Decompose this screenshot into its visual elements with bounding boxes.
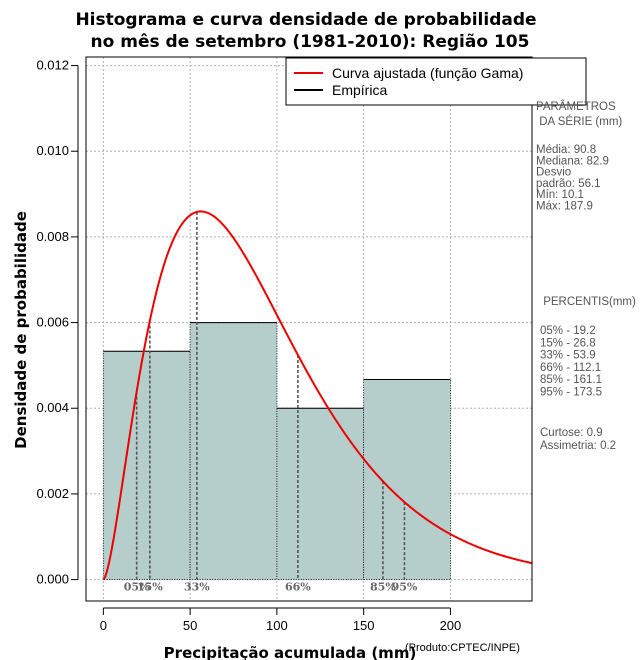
percentile-label-3: 66%	[285, 581, 311, 594]
percentile-label-5: 95%	[392, 581, 418, 594]
legend-label-empirical: Empírica	[332, 82, 387, 98]
y-axis-label: Densidade de probabilidade	[12, 211, 30, 449]
y-axis: 0.000 0.002 0.004 0.006 0.008 0.010 0.012	[36, 58, 79, 587]
legend: Curva ajustada (função Gama) Empírica	[285, 57, 587, 106]
percentil-line-4: 85% - 161.1	[540, 374, 602, 386]
percentile-markers: 05%15% 33% 66% 85%95%	[124, 211, 418, 594]
percentil-line-5: 95% - 173.5	[540, 387, 602, 399]
product-credit: (Produto:CPTEC/INPE)	[405, 642, 520, 654]
plot-frame	[85, 56, 533, 602]
x-tick-label-3: 150	[353, 618, 375, 633]
gamma-fit-curve	[102, 210, 533, 581]
legend-box	[285, 57, 587, 106]
y-tick-label-3: 0.006	[36, 315, 69, 330]
percentil-line-2: 33% - 53.9	[540, 350, 596, 362]
param-line-1: Mediana: 82.9	[536, 155, 609, 167]
title-line-1: Histograma e curva densidade de probabil…	[75, 10, 536, 30]
y-tick-label-1: 0.002	[36, 486, 69, 501]
legend-label-curve: Curva ajustada (função Gama)	[332, 65, 523, 81]
title-line-2: no mês de setembro (1981-2010): Região 1…	[91, 32, 530, 52]
x-tick-label-0: 0	[100, 618, 107, 633]
y-tick-label-0: 0.000	[36, 572, 69, 587]
param-line-4: Mín: 10.1	[536, 189, 584, 201]
y-tick-label-4: 0.008	[36, 229, 69, 244]
params-title-2: DA SÉRIE (mm)	[536, 115, 622, 128]
histogram-bar-1	[189, 322, 278, 580]
percentil-line-3: 66% - 112.1	[540, 362, 601, 374]
y-tick-label-5: 0.010	[36, 143, 69, 158]
percentile-label-2: 33%	[184, 581, 210, 594]
params-title-1: PARÂMETROS	[536, 100, 616, 113]
shape-line-0: Curtose: 0.9	[540, 427, 603, 439]
percentis-title: PERCENTIS(mm)	[540, 296, 636, 308]
gamma-curve-layer	[102, 210, 533, 581]
shape-line-1: Assimetria: 0.2	[540, 440, 616, 452]
x-axis-label: Precipitação acumulada (mm)	[164, 644, 417, 660]
histogram-bar-0	[102, 350, 191, 580]
y-tick-label-2: 0.004	[36, 400, 69, 415]
x-tick-label-1: 50	[183, 618, 197, 633]
param-line-2: Desvio	[536, 167, 571, 179]
side-panel: PARÂMETROS DA SÉRIE (mm) Média: 90.8Medi…	[536, 100, 636, 452]
percentile-label-0: 05%	[124, 581, 150, 594]
percentil-line-1: 15% - 26.8	[540, 337, 596, 349]
x-tick-label-4: 200	[440, 618, 462, 633]
percentile-label-1: 15%	[137, 581, 163, 594]
histogram-bar-3	[363, 379, 451, 580]
percentil-line-0: 05% - 19.2	[540, 325, 596, 337]
y-tick-label-6: 0.012	[36, 58, 69, 73]
param-line-5: Máx: 187.9	[536, 201, 593, 213]
histogram-bars	[102, 322, 451, 580]
histogram-bar-2	[276, 407, 365, 580]
param-line-0: Média: 90.8	[536, 144, 596, 156]
chart-title: Histograma e curva densidade de probabil…	[75, 10, 536, 52]
x-axis: 0 50 100 150 200	[100, 607, 462, 633]
x-tick-label-2: 100	[266, 618, 288, 633]
percentile-label-4: 85%	[370, 581, 396, 594]
param-line-3: padrão: 56.1	[536, 178, 601, 190]
percentis-list: 05% - 19.215% - 26.833% - 53.966% - 112.…	[540, 325, 602, 399]
